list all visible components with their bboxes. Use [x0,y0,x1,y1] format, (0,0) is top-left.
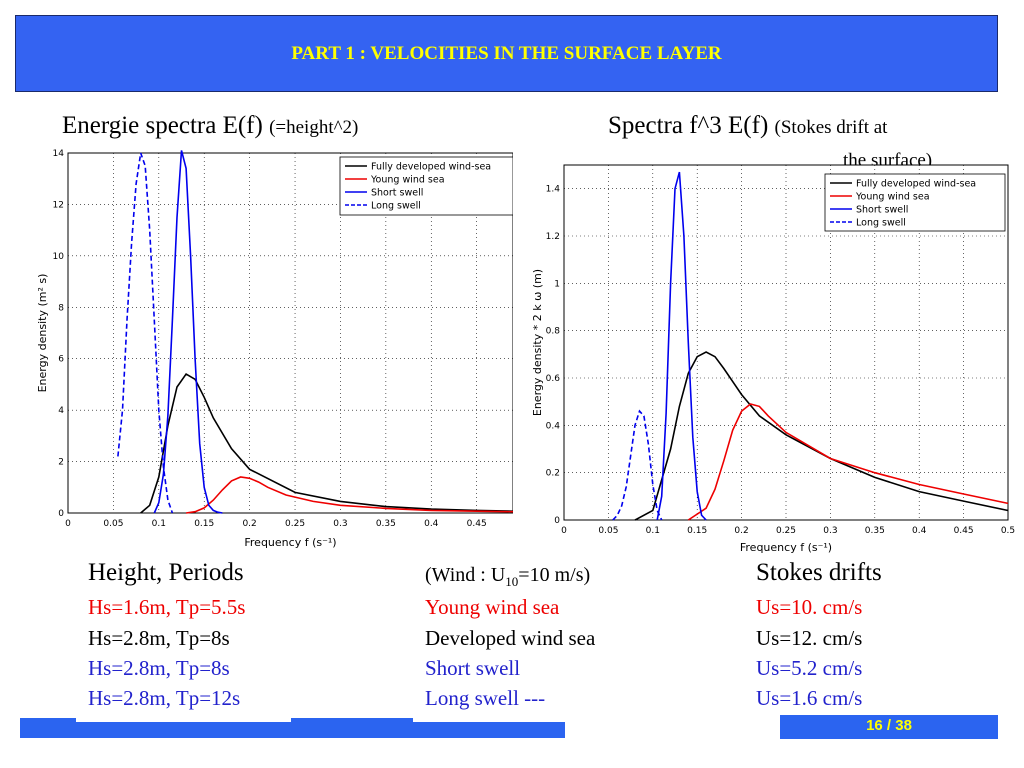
right-legend-label: Young wind sea [855,192,930,203]
left-x-tick-label: 0.35 [376,519,396,529]
right-legend-box [824,173,1006,232]
right-y-tick-label: 0.8 [546,327,561,337]
left-x-tick-label: 0.05 [103,519,123,529]
right-x-tick-label: 0.3 [823,526,837,536]
row-long-swell-c2: Long swell --- [425,686,546,710]
right-chart-group: 0 0.05 0.1 0.15 0.2 0.25 0.3 0.35 0.4 0.45 0.5 0 0.2… [531,164,1015,554]
row-developed-c1: Hs=2.8m, Tp=8s [88,626,230,650]
right-y-axis-label: Energy density * 2 k ω (m) [531,269,544,416]
row-young-c3: Us=10. cm/s [756,595,863,619]
right-chart-heading-note: (Stokes drift at [774,117,888,138]
left-y-tick-label: 2 [58,458,64,468]
left-y-tick-label: 14 [53,149,65,159]
page-number-bar: 16 / 38 [780,715,998,739]
left-y-tick-label: 0 [58,509,64,519]
left-x-tick-label: 0.25 [285,519,305,529]
left-x-tick-label: 0 [65,519,71,529]
left-legend-label: Long swell [371,201,421,212]
left-y-tick-label: 10 [53,252,65,262]
right-x-tick-label: 0.45 [954,526,974,536]
left-chart-heading: Energie spectra E(f) (=height^2) [62,112,358,140]
right-legend-label: Short swell [856,205,908,216]
page-number: 16 / 38 [866,717,912,734]
left-x-axis-label: Frequency f (s⁻¹) [244,536,336,549]
right-legend-label: Long swell [856,218,906,229]
right-chart-heading-main: Spectra f^3 E(f) [608,112,769,139]
row-long-swell-c3: Us=1.6 cm/s [756,686,863,710]
col2-header: (Wind : U10=10 m/s) [425,564,590,590]
left-clip-mask [513,148,563,518]
right-y-tick-label: 0.2 [546,469,560,479]
row-young-c2: Young wind sea [425,595,560,619]
right-series-line-4 [612,409,663,521]
right-x-axis-label: Frequency f (s⁻¹) [740,541,832,554]
row-developed-c3: Us=12. cm/s [756,626,863,650]
slide-title: PART 1 : VELOCITIES IN THE SURFACE LAYER [291,43,722,64]
right-x-tick-label: 0.4 [912,526,927,536]
left-x-tick-label: 0.45 [467,519,487,529]
left-series-line-3 [153,150,223,514]
col3-header: Stokes drifts [756,559,882,586]
col2-header-post: =10 m/s) [518,564,591,586]
right-chart-heading: Spectra f^3 E(f) (Stokes drift at [608,112,887,140]
left-chart-heading-note: (=height^2) [269,117,359,138]
right-x-tick-label: 0.05 [598,526,618,536]
left-series-line-2 [185,476,514,514]
left-y-tick-label: 12 [53,200,64,210]
row-short-swell-c2: Short swell [425,656,521,680]
right-y-tick-label: 0.4 [546,421,561,431]
col2-header-pre: (Wind : U [425,564,506,586]
right-series-line-3 [656,171,707,521]
left-y-tick-label: 4 [58,406,64,416]
right-legend-label: Fully developed wind-sea [856,179,976,190]
left-x-tick-label: 0.3 [333,519,347,529]
left-y-axis-label: Energy density (m² s) [36,274,49,393]
row-long-swell-c1: Hs=2.8m, Tp=12s [88,686,241,710]
table-overlap-box-2 [413,712,565,722]
table-overlap-box [76,712,291,722]
left-series-line-1 [140,373,514,514]
right-series-line-2 [687,403,1009,521]
right-x-tick-label: 0.5 [1001,526,1015,536]
left-y-tick-label: 8 [58,303,64,313]
right-y-tick-label: 0 [554,516,560,526]
slide-header: PART 1 : VELOCITIES IN THE SURFACE LAYER [15,15,998,92]
right-x-tick-label: 0.35 [865,526,885,536]
right-y-tick-label: 1 [554,279,560,289]
right-x-tick-label: 0.1 [646,526,660,536]
left-x-tick-label: 0.4 [424,519,439,529]
row-short-swell-c3: Us=5.2 cm/s [756,656,863,680]
left-x-tick-label: 0.1 [152,519,166,529]
right-series-line-1 [634,351,1009,521]
right-y-tick-label: 1.2 [546,232,560,242]
right-y-tick-label: 1.4 [546,185,561,195]
left-chart-heading-main: Energie spectra E(f) [62,112,263,139]
right-x-tick-label: 0.15 [687,526,707,536]
right-x-tick-label: 0 [561,526,567,536]
left-y-tick-label: 6 [58,355,64,365]
right-x-tick-label: 0.2 [734,526,748,536]
left-legend-label: Fully developed wind-sea [371,162,491,173]
left-legend-label: Young wind sea [370,175,445,186]
left-legend-label: Short swell [371,188,423,199]
right-y-tick-label: 0.6 [546,374,561,384]
left-chart-group: 0 0.05 0.1 0.15 0.2 0.25 0.3 0.35 0.4 0.450246810… [36,148,563,549]
col1-header: Height, Periods [88,559,244,586]
right-x-tick-label: 0.25 [776,526,796,536]
left-x-tick-label: 0.15 [194,519,214,529]
left-series-line-4 [117,152,174,514]
row-short-swell-c1: Hs=2.8m, Tp=8s [88,656,230,680]
row-developed-c2: Developed wind sea [425,626,596,650]
footer-bar [20,718,565,738]
col2-header-sub: 10 [505,574,519,589]
left-legend-box [339,156,514,216]
row-young-c1: Hs=1.6m, Tp=5.5s [88,595,246,619]
left-x-tick-label: 0.2 [242,519,256,529]
